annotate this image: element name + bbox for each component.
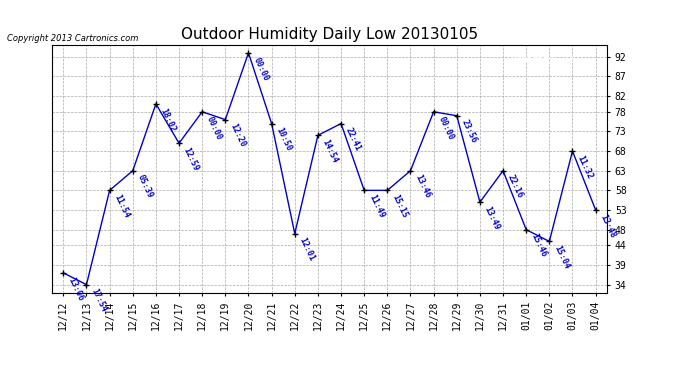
- Text: 17:54: 17:54: [89, 287, 108, 314]
- Title: Outdoor Humidity Daily Low 20130105: Outdoor Humidity Daily Low 20130105: [181, 27, 478, 42]
- Text: Copyright 2013 Cartronics.com: Copyright 2013 Cartronics.com: [7, 34, 138, 43]
- Text: 11:32: 11:32: [575, 154, 594, 180]
- Text: 23:56: 23:56: [460, 118, 478, 145]
- Text: 22:16: 22:16: [506, 174, 524, 200]
- Text: 12:01: 12:01: [297, 236, 316, 263]
- Text: 10:50: 10:50: [275, 126, 293, 153]
- Text: 14:54: 14:54: [321, 138, 339, 165]
- Text: 22:41: 22:41: [344, 126, 362, 153]
- Text: 11:49: 11:49: [367, 193, 386, 220]
- Text: 00:00: 00:00: [205, 115, 224, 141]
- Text: 15:46: 15:46: [529, 232, 548, 259]
- Text: 12:20: 12:20: [228, 122, 247, 149]
- Text: 12:59: 12:59: [182, 146, 201, 172]
- Text: 00:00: 00:00: [251, 56, 270, 82]
- Text: 05:39: 05:39: [135, 174, 155, 200]
- Text: 13:49: 13:49: [483, 205, 502, 231]
- Text: 18:02: 18:02: [159, 107, 177, 133]
- Text: 13:46: 13:46: [413, 174, 432, 200]
- Text: 11:54: 11:54: [112, 193, 131, 220]
- Text: 13:06: 13:06: [66, 276, 85, 302]
- Text: 15:04: 15:04: [552, 244, 571, 271]
- Text: 13:48: 13:48: [598, 213, 617, 239]
- Text: 00:00: 00:00: [436, 115, 455, 141]
- Text: 15:15: 15:15: [390, 193, 409, 220]
